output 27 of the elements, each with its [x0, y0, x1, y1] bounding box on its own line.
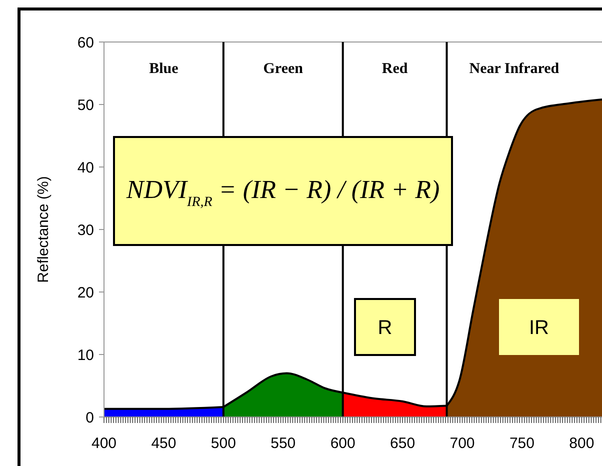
- formula-box: NDVI$_{IR,R}$ = (IR − R) / (IR + R): [113, 136, 453, 246]
- y-tick-label: 20: [77, 284, 94, 302]
- x-tick-label: 450: [151, 435, 176, 452]
- x-tick-label: 800: [569, 435, 594, 452]
- x-tick-label: 500: [210, 435, 236, 452]
- x-tick-label: 550: [270, 435, 296, 452]
- y-tick-label: 50: [77, 96, 94, 114]
- y-tick-label: 10: [77, 346, 94, 364]
- label-box: IR: [499, 299, 579, 355]
- x-tick-label: 650: [390, 435, 416, 452]
- y-tick-label: 60: [77, 34, 94, 52]
- annotation: Red: [382, 61, 408, 77]
- label-box: R: [354, 298, 416, 356]
- annotation: IR: [529, 317, 549, 339]
- y-tick-label: 0: [86, 409, 94, 426]
- x-tick-label: 750: [509, 435, 534, 452]
- y-tick-label: 30: [77, 222, 94, 239]
- annotation: NDVI$_{IR,R}$ = (IR − R) / (IR + R): [125, 175, 440, 210]
- annotation: Near Infrared: [469, 61, 560, 77]
- annotation: Green: [263, 61, 304, 77]
- y-tick-label: 40: [77, 159, 94, 176]
- y-axis-title: Reflectance (%): [35, 176, 52, 283]
- annotation: Blue: [149, 61, 179, 77]
- x-tick-label: 400: [91, 435, 117, 452]
- x-tick-label: 600: [330, 435, 356, 452]
- x-tick-label: 700: [450, 435, 475, 452]
- annotation: R: [378, 317, 392, 339]
